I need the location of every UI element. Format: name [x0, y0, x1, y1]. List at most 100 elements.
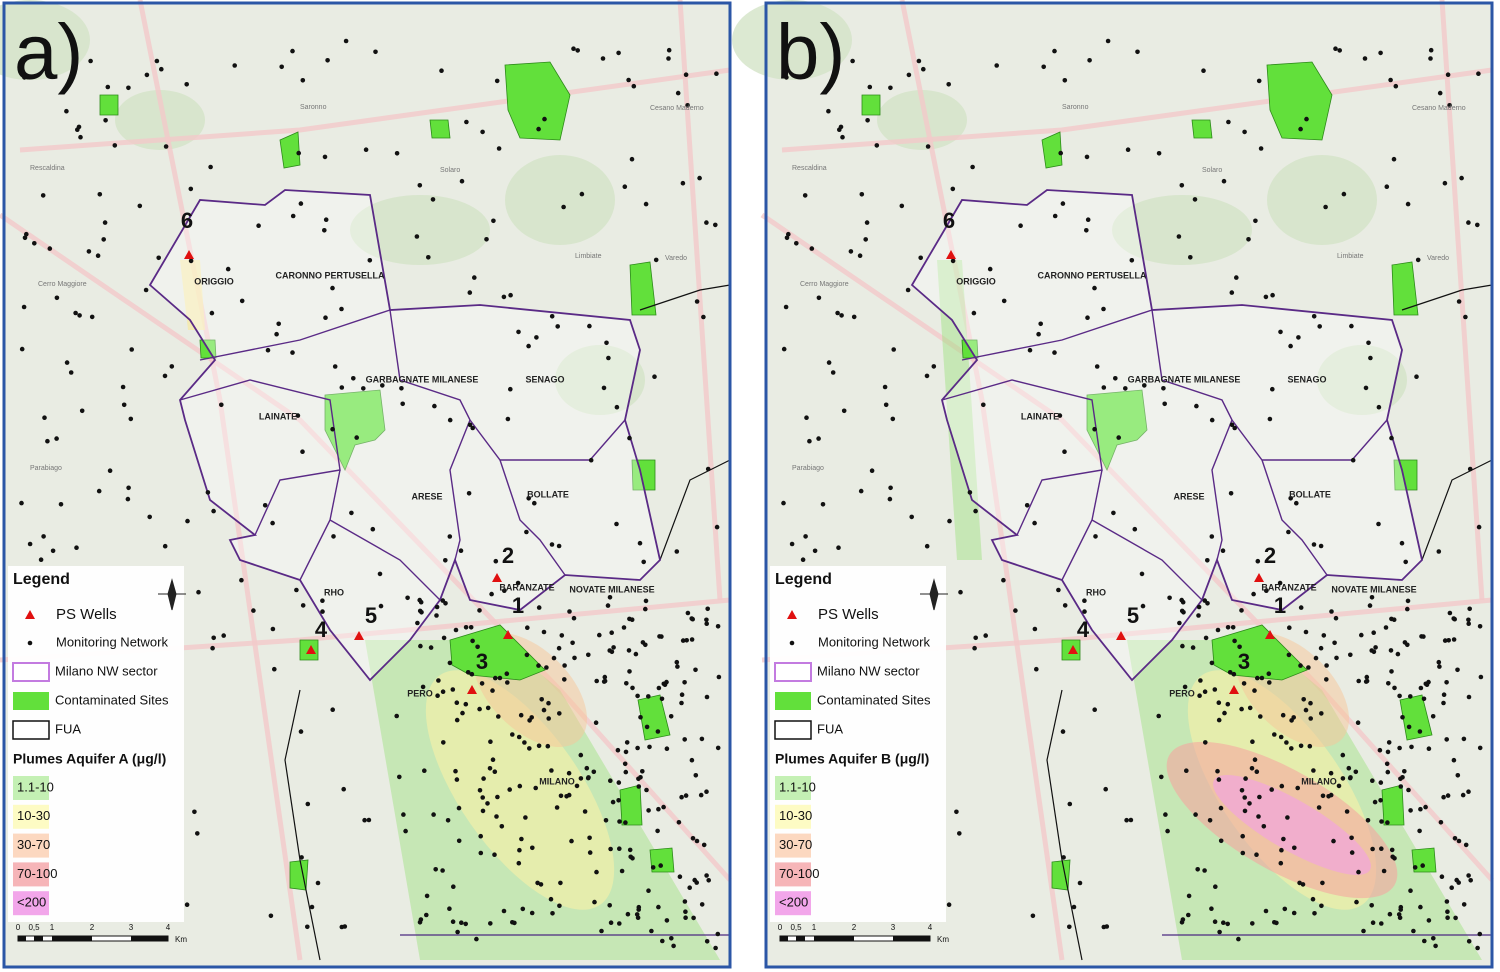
monitoring-point — [1209, 417, 1215, 423]
monitoring-point — [1209, 906, 1214, 911]
monitoring-point — [646, 694, 651, 699]
monitoring-point — [608, 846, 613, 852]
monitoring-point — [659, 634, 664, 639]
monitoring-point — [447, 417, 453, 423]
monitoring-point — [1217, 929, 1222, 935]
monitoring-point — [1355, 720, 1361, 725]
monitoring-point — [559, 633, 565, 638]
monitoring-point — [684, 638, 689, 643]
monitoring-point — [1369, 903, 1374, 908]
monitoring-point — [1230, 625, 1236, 630]
monitoring-point — [1231, 671, 1237, 677]
monitoring-point — [1218, 838, 1224, 844]
monitoring-point — [1453, 915, 1458, 921]
plume-class-1 — [180, 260, 205, 330]
monitoring-point — [265, 347, 271, 353]
monitoring-point — [480, 808, 486, 814]
monitoring-point — [950, 258, 956, 264]
monitoring-point — [1227, 670, 1233, 675]
municipality-label: RHO — [324, 587, 344, 597]
monitoring-point — [593, 720, 599, 725]
monitoring-point — [1236, 936, 1241, 942]
monitoring-point — [679, 700, 684, 706]
monitoring-point — [454, 717, 460, 723]
monitoring-point — [343, 38, 349, 44]
monitoring-point — [1179, 183, 1185, 188]
monitoring-point — [1451, 616, 1456, 621]
monitoring-point — [463, 921, 469, 927]
monitoring-point — [605, 603, 611, 608]
contaminated-site — [429, 119, 451, 139]
monitoring-point — [888, 85, 893, 91]
monitoring-point — [622, 761, 628, 767]
monitoring-point — [463, 625, 469, 630]
monitoring-point — [800, 557, 806, 562]
north-arrow — [920, 578, 948, 611]
monitoring-point — [1475, 222, 1480, 228]
monitoring-point — [1259, 675, 1265, 681]
monitoring-point — [1058, 150, 1063, 156]
monitoring-point — [807, 438, 812, 444]
well-number: 2 — [502, 543, 514, 568]
monitoring-point — [887, 496, 893, 502]
monitoring-point — [1441, 700, 1446, 706]
monitoring-point — [405, 595, 410, 601]
monitoring-point — [586, 775, 591, 780]
road — [781, 67, 1493, 153]
monitoring-point — [477, 788, 483, 793]
monitoring-point — [432, 403, 437, 409]
monitoring-point — [1326, 794, 1331, 799]
monitoring-point — [493, 675, 498, 681]
monitoring-point — [1454, 877, 1459, 883]
monitoring-point — [19, 500, 24, 506]
monitoring-point — [1417, 729, 1423, 734]
monitoring-point — [1439, 874, 1445, 879]
monitoring-point — [434, 604, 440, 610]
monitoring-point — [1036, 331, 1041, 337]
north-arrow — [158, 578, 186, 611]
place-name: Solaro — [440, 167, 460, 174]
monitoring-point — [715, 624, 721, 629]
monitoring-point — [1319, 711, 1324, 716]
monitoring-point — [454, 777, 460, 782]
monitoring-point — [899, 203, 905, 209]
monitoring-point — [859, 192, 865, 197]
monitoring-point — [1459, 175, 1464, 181]
monitoring-point — [1251, 591, 1256, 597]
monitoring-point — [692, 877, 697, 883]
monitoring-point — [691, 915, 696, 921]
monitoring-point — [290, 213, 296, 219]
place-name: Varedo — [665, 255, 687, 262]
monitoring-point — [1475, 945, 1480, 951]
monitoring-point — [1421, 634, 1426, 639]
monitoring-point — [1234, 275, 1239, 280]
monitoring-point — [624, 740, 630, 745]
monitoring-point — [689, 757, 695, 763]
monitoring-point — [1246, 237, 1251, 242]
monitoring-point — [1139, 571, 1145, 577]
monitoring-point — [1176, 234, 1182, 239]
monitoring-point — [1001, 577, 1006, 583]
monitoring-point — [184, 902, 190, 907]
monitoring-point — [636, 907, 641, 912]
monitoring-point — [494, 814, 499, 819]
monitoring-point — [465, 670, 471, 675]
monitoring-point — [1289, 746, 1294, 751]
municipal-boundary — [941, 379, 1103, 536]
monitoring-point — [1385, 820, 1390, 825]
monitoring-point — [698, 792, 704, 798]
municipality-label: PERO — [407, 688, 433, 698]
monitoring-point — [816, 436, 821, 441]
monitoring-point — [1365, 818, 1371, 823]
monitoring-point — [27, 541, 33, 547]
monitoring-point — [102, 220, 108, 225]
monitoring-point — [330, 426, 335, 432]
monitoring-point — [1445, 72, 1451, 77]
monitoring-point — [803, 534, 808, 539]
monitoring-point — [1405, 201, 1411, 207]
monitoring-point — [699, 902, 705, 907]
municipality-label: BOLLATE — [1289, 489, 1331, 499]
monitoring-point — [973, 508, 978, 514]
monitoring-point — [1368, 355, 1373, 361]
monitoring-point — [646, 888, 651, 893]
